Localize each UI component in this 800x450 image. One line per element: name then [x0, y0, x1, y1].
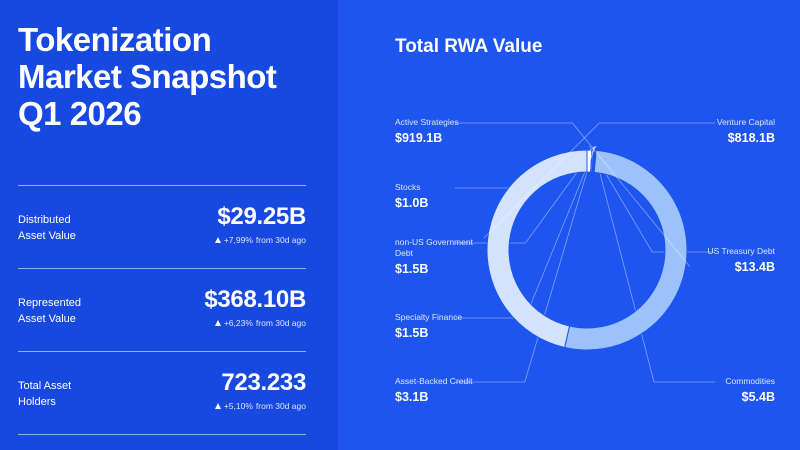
segment-label: Venture Capital $818.1B [685, 117, 775, 145]
up-arrow-icon [214, 403, 221, 409]
leader-line [455, 146, 595, 383]
up-arrow-icon [214, 320, 221, 326]
value-label: $818.1B [727, 131, 775, 145]
leader-line [455, 122, 690, 267]
segment-label: non-US Government Debt $1.5B [395, 237, 485, 276]
leader-line [455, 146, 597, 244]
category-label: Stocks [395, 182, 421, 192]
title-line: Tokenization [18, 21, 212, 58]
title-line: Market Snapshot [18, 58, 277, 95]
donut-segment [563, 149, 688, 351]
stat-label: Represented [18, 297, 81, 309]
stat-label: Asset Value [18, 230, 76, 242]
separator [18, 268, 306, 269]
segment-label: Asset-Backed Credit $3.1B [395, 376, 485, 404]
segment-label: Specialty Finance $1.5B [395, 312, 485, 340]
donut-segment [486, 149, 588, 349]
segment-label: US Treasury Debt $13.4B [685, 246, 775, 274]
change-value: +6,23% [223, 318, 253, 328]
change-period: from 30d ago [255, 235, 306, 245]
category-label: Commodities [725, 376, 775, 386]
stat-value: 723.233 [221, 369, 306, 396]
stat-label: Total Asset [18, 380, 72, 392]
stat-label: Holders [18, 396, 56, 408]
change-period: from 30d ago [255, 401, 306, 411]
segment-label: Commodities $5.4B [685, 376, 775, 404]
change-period: from 30d ago [255, 318, 306, 328]
segment-label: Active Strategies $919.1B [395, 117, 485, 145]
leader-line [592, 146, 715, 383]
stat-label: Distributed [18, 214, 71, 226]
change-value: +5,10% [223, 401, 253, 411]
up-arrow-icon [214, 237, 221, 243]
title-line: Q1 2026 [18, 95, 142, 132]
value-label: $1.0B [395, 196, 429, 210]
change-value: +7,99% [223, 235, 253, 245]
stat-value: $368.10B [204, 286, 306, 313]
summary-panel: Tokenization Market Snapshot Q1 2026 Distri… [0, 0, 338, 450]
category-label: US Treasury Debt [707, 246, 775, 256]
value-label: $1.5B [395, 326, 429, 340]
leader-line [483, 122, 715, 239]
separator [18, 185, 306, 186]
stat-change: +6,23% from 30d ago [214, 318, 306, 328]
value-label: $919.1B [395, 131, 443, 145]
category-label: Venture Capital [716, 117, 775, 127]
separator [18, 434, 306, 435]
segment-label: Stocks $1.0B [395, 182, 485, 210]
stat-value: $29.25B [217, 203, 306, 230]
separator [18, 351, 306, 352]
stat-change: +5,10% from 30d ago [214, 401, 306, 411]
value-label: $3.1B [395, 390, 429, 404]
category-label: non-US Government Debt [395, 237, 473, 258]
chart-title: Total RWA Value [395, 36, 543, 57]
category-label: Asset-Backed Credit [395, 376, 473, 386]
value-label: $13.4B [734, 260, 775, 274]
leader-line [589, 145, 715, 253]
stat-label: Asset Value [18, 313, 76, 325]
value-label: $5.4B [741, 390, 775, 404]
value-label: $1.5B [395, 262, 429, 276]
stat-change: +7,99% from 30d ago [214, 235, 306, 245]
category-label: Active Strategies [395, 117, 459, 127]
category-label: Specialty Finance [395, 312, 463, 322]
